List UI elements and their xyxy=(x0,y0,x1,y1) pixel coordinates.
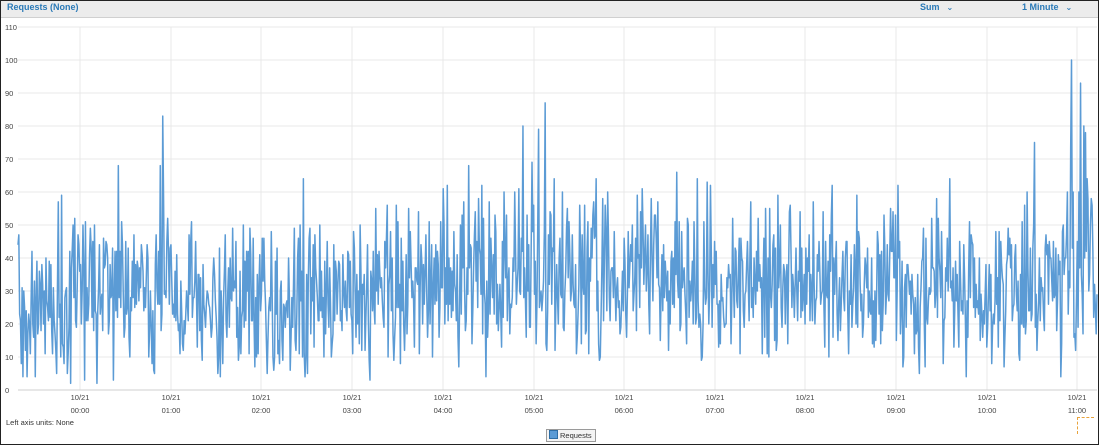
y-tick-label: 30 xyxy=(5,287,13,296)
series-line-requests xyxy=(17,59,1098,385)
x-tick-time: 00:00 xyxy=(71,406,90,415)
y-tick-label: 60 xyxy=(5,188,13,197)
x-tick-time: 02:00 xyxy=(252,406,271,415)
y-tick-label: 50 xyxy=(5,221,13,230)
chevron-down-icon: ⌄ xyxy=(946,3,954,12)
period-dropdown[interactable]: 1 Minute ⌄ xyxy=(1022,2,1072,12)
x-tick-date: 10/21 xyxy=(343,393,362,402)
x-tick-time: 03:00 xyxy=(343,406,362,415)
chart-title: Requests (None) xyxy=(7,2,79,12)
y-tick-label: 70 xyxy=(5,155,13,164)
x-tick-time: 09:00 xyxy=(887,406,906,415)
x-tick-date: 10/21 xyxy=(887,393,906,402)
x-tick-date: 10/21 xyxy=(796,393,815,402)
x-tick-date: 10/21 xyxy=(71,393,90,402)
y-tick-label: 100 xyxy=(5,56,18,65)
x-tick-date: 10/21 xyxy=(1068,393,1087,402)
chevron-down-icon: ⌄ xyxy=(1065,3,1073,12)
x-tick-date: 10/21 xyxy=(252,393,271,402)
left-axis-units: Left axis units: None xyxy=(6,418,74,427)
statistic-dropdown[interactable]: Sum ⌄ xyxy=(920,2,953,12)
x-tick-time: 08:00 xyxy=(796,406,815,415)
x-tick-time: 05:00 xyxy=(525,406,544,415)
y-tick-label: 10 xyxy=(5,353,13,362)
legend-label: Requests xyxy=(560,431,592,440)
x-tick-time: 04:00 xyxy=(434,406,453,415)
y-tick-label: 20 xyxy=(5,320,13,329)
x-tick-date: 10/21 xyxy=(162,393,181,402)
x-tick-date: 10/21 xyxy=(434,393,453,402)
statistic-label: Sum xyxy=(920,2,940,12)
period-label: 1 Minute xyxy=(1022,2,1059,12)
x-tick-time: 11:00 xyxy=(1068,406,1086,415)
y-tick-label: 110 xyxy=(5,23,17,32)
x-tick-date: 10/21 xyxy=(615,393,634,402)
title-bar: Requests (None) Sum ⌄ 1 Minute ⌄ xyxy=(1,1,1098,18)
y-tick-label: 40 xyxy=(5,254,13,263)
x-tick-time: 01:00 xyxy=(162,406,181,415)
x-tick-date: 10/21 xyxy=(525,393,544,402)
y-tick-label: 0 xyxy=(5,386,9,395)
legend[interactable]: Requests xyxy=(546,429,596,442)
x-tick-time: 10:00 xyxy=(978,406,997,415)
x-tick-time: 06:00 xyxy=(615,406,634,415)
y-tick-label: 80 xyxy=(5,122,13,131)
x-tick-date: 10/21 xyxy=(706,393,725,402)
x-tick-time: 07:00 xyxy=(706,406,725,415)
y-tick-label: 90 xyxy=(5,89,13,98)
legend-swatch xyxy=(549,430,558,439)
x-tick-date: 10/21 xyxy=(978,393,997,402)
resize-handle[interactable] xyxy=(1077,417,1094,434)
